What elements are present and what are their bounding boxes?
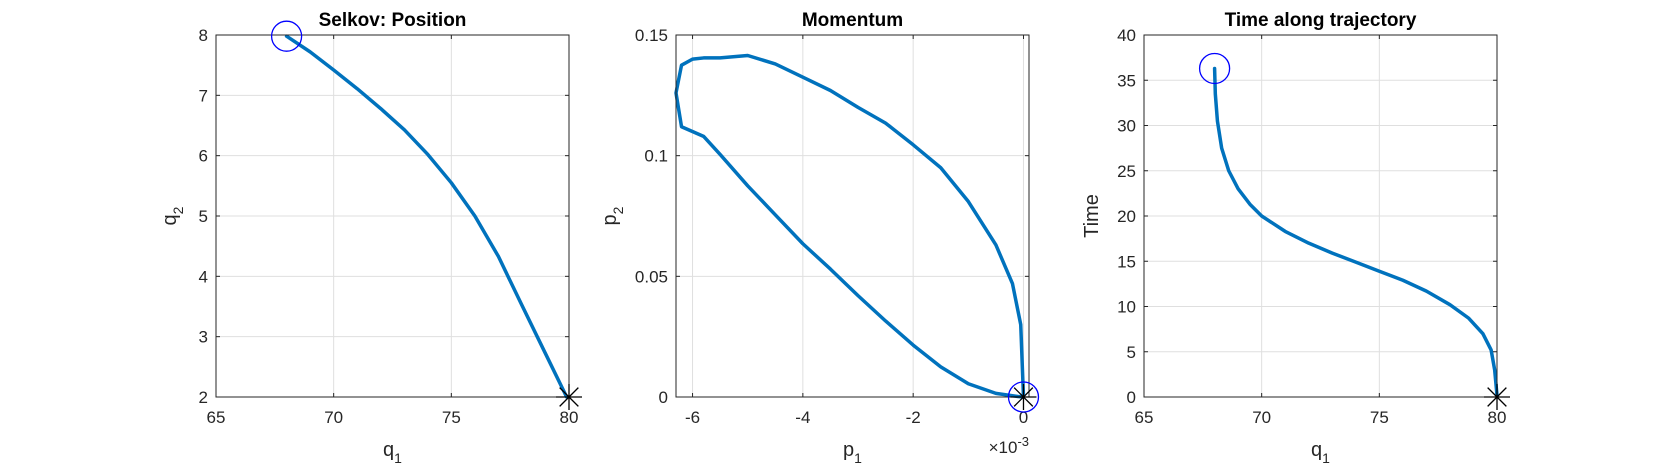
y-tick-label: 10: [1117, 298, 1136, 317]
y-tick-label: 8: [199, 26, 208, 45]
y-tick-label: 20: [1117, 207, 1136, 226]
x-tick-label: -2: [906, 408, 921, 427]
x-tick-label: 80: [560, 408, 579, 427]
series-line-1: [1212, 66, 1499, 397]
y-tick-label: 3: [199, 328, 208, 347]
y-tick-label: 0: [1127, 388, 1136, 407]
x-tick-label: 65: [1135, 408, 1154, 427]
y-tick-label: 30: [1117, 117, 1136, 136]
y-axis-label: p2: [599, 206, 626, 225]
y-tick-label: 5: [199, 207, 208, 226]
y-tick-label: 2: [199, 388, 208, 407]
y-tick-label: 15: [1117, 252, 1136, 271]
plot-area: [676, 35, 1029, 397]
start-marker: [1007, 381, 1040, 413]
x-tick-label: -6: [685, 408, 700, 427]
x-axis-label: q1: [383, 439, 402, 466]
chart-title: Time along trajectory: [1225, 10, 1417, 31]
axes-box: [675, 34, 1030, 398]
y-tick-label: 4: [199, 267, 208, 286]
y-tick-label: 35: [1117, 71, 1136, 90]
x-axis-label: p1: [843, 439, 862, 466]
y-tick-label: 0.15: [635, 26, 668, 45]
y-tick-label: 6: [199, 147, 208, 166]
chart-3: 65 70 75 80 0 5 10 15 20 25 30 35 40 Time along traje…: [1081, 10, 1510, 466]
end-marker: [1010, 384, 1037, 410]
x-tick-label: 70: [324, 408, 343, 427]
series-line-1: [674, 53, 1026, 399]
y-tick-label: 5: [1127, 343, 1136, 362]
y-axis-label: Time: [1081, 194, 1103, 238]
x-tick-label: 75: [1370, 408, 1389, 427]
y-tick-label: 0.1: [644, 147, 668, 166]
x-tick-label: 0: [1019, 408, 1028, 427]
chart-title: Momentum: [802, 10, 903, 31]
start-marker: [270, 20, 303, 52]
x-tick-label: -4: [795, 408, 810, 427]
x-tick-label: 80: [1488, 408, 1507, 427]
chart-1: 65 70 75 80 2 3 4 5 6 7 8 Selkov: Position q1 q2: [159, 10, 582, 466]
end-marker: [1484, 384, 1510, 410]
y-tick-label: 40: [1117, 26, 1136, 45]
x-tick-label: 70: [1252, 408, 1271, 427]
x-axis-label: q1: [1311, 439, 1330, 466]
x-tick-label: 65: [207, 408, 226, 427]
y-tick-label: 25: [1117, 162, 1136, 181]
series-line-1: [284, 34, 569, 399]
x-tick-label: 75: [442, 408, 461, 427]
y-tick-label: 0: [659, 388, 668, 407]
y-axis-label: q2: [159, 206, 186, 225]
end-marker: [556, 384, 582, 410]
chart-2: -6 -4 -2 0 0 0.05 0.1 0.15 ×10-3 Momentum p1 p2: [599, 10, 1040, 466]
start-marker: [1198, 52, 1231, 85]
y-tick-label: 0.05: [635, 267, 668, 286]
y-tick-label: 7: [199, 86, 208, 105]
x-exponent-label: ×10-3: [989, 434, 1029, 457]
chart-title: Selkov: Position: [319, 10, 467, 31]
